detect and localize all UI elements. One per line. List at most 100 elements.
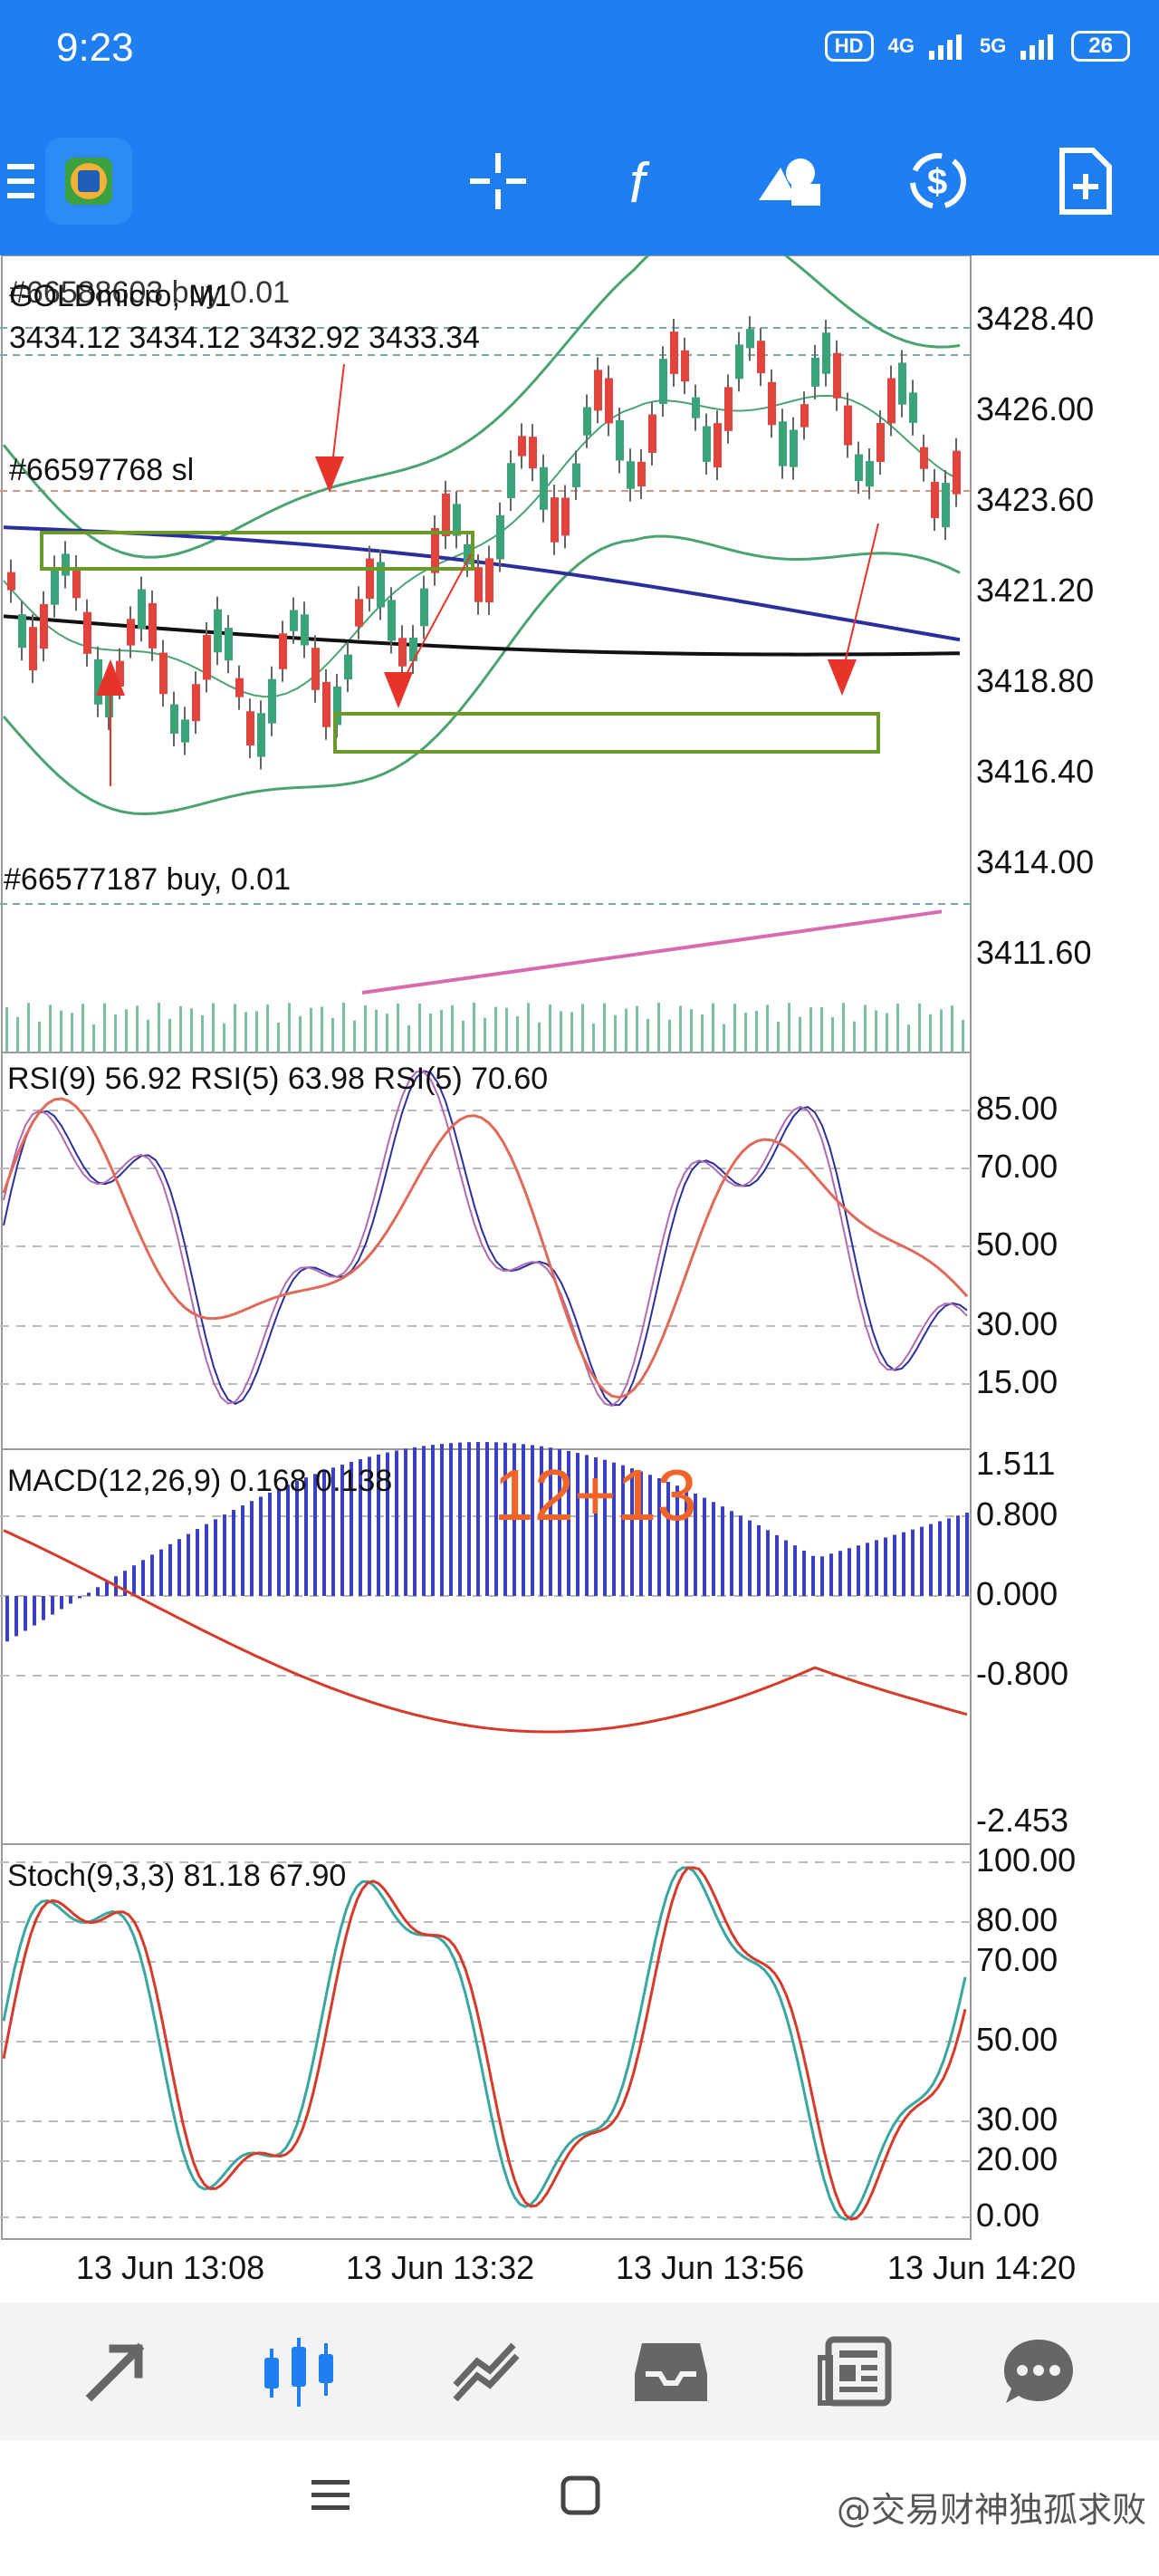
home-icon[interactable] <box>558 2473 603 2518</box>
candle-body <box>529 437 537 469</box>
macd-label-3: -0.800 <box>976 1655 1068 1692</box>
news-icon <box>818 2336 892 2407</box>
candle-body <box>203 635 211 680</box>
macd-bar <box>757 1524 761 1596</box>
macd-bar <box>259 1496 263 1596</box>
macd-label-0: 1.511 <box>976 1445 1055 1482</box>
candle-body <box>898 362 906 405</box>
candle-body <box>551 497 559 543</box>
macd-bar <box>621 1465 625 1596</box>
ma-blue <box>3 525 961 642</box>
chart-area[interactable]: GOLDmicro, M1 3434.12 3434.12 3432.92 34… <box>0 222 1159 2302</box>
candle-body <box>464 543 472 565</box>
menu-icon <box>7 164 34 198</box>
nav-history[interactable] <box>621 2322 721 2422</box>
candle-body <box>572 463 580 487</box>
macd-label-1: 0.800 <box>976 1495 1058 1533</box>
macd-bar <box>241 1505 244 1596</box>
volume-bar <box>288 1003 291 1053</box>
macd-bar <box>703 1497 706 1596</box>
candles-icon <box>264 2338 333 2407</box>
volume-bar <box>364 1004 367 1053</box>
volume-bar <box>853 1021 856 1053</box>
nav-quotes[interactable] <box>65 2322 165 2422</box>
arrow-down-1 <box>315 457 344 493</box>
new-order-button[interactable] <box>1041 138 1128 225</box>
volume-bar <box>310 1007 312 1053</box>
rsi-axis: 85.00 70.00 50.00 30.00 15.00 <box>976 1090 1058 1400</box>
macd-bar <box>775 1534 779 1596</box>
volume-bar <box>951 1005 953 1053</box>
nav-trade[interactable] <box>436 2322 536 2422</box>
macd-bar <box>304 1477 308 1596</box>
candle-body <box>105 678 113 718</box>
candle-body <box>714 423 722 468</box>
stoch-label-4: 30.00 <box>976 2100 1058 2138</box>
nav-messages[interactable] <box>989 2322 1088 2422</box>
macd-bar <box>78 1596 81 1599</box>
timeframe-button[interactable]: $ <box>895 138 982 225</box>
candle-body <box>703 426 711 462</box>
band-upper <box>2 222 961 559</box>
macd-bar <box>648 1475 652 1596</box>
candle-body <box>40 603 48 649</box>
macd-bar <box>612 1462 616 1596</box>
chart-canvas[interactable]: GOLDmicro, M1 3434.12 3434.12 3432.92 34… <box>0 222 1159 2302</box>
candle-body <box>953 450 961 495</box>
band-middle <box>3 394 961 698</box>
macd-bar <box>549 1447 552 1596</box>
macd-bar <box>87 1592 91 1596</box>
order-label-2: #66597768 sl <box>9 453 194 487</box>
candle-body <box>779 421 787 466</box>
macd-bar <box>820 1556 824 1596</box>
macd-bar <box>531 1445 534 1596</box>
macd-bar <box>875 1540 878 1596</box>
candle-body <box>518 436 526 457</box>
macd-bar <box>395 1450 398 1596</box>
crosshair-button[interactable] <box>455 138 541 225</box>
volume-bar <box>266 1004 269 1053</box>
menu-button[interactable] <box>0 138 60 225</box>
arrow-up-1 <box>96 659 125 696</box>
macd-bar <box>848 1548 851 1596</box>
macd-bar <box>141 1560 145 1596</box>
macd-bar <box>14 1596 18 1637</box>
price-label-6: 3414.00 <box>976 843 1094 880</box>
volume-bar <box>886 1013 888 1053</box>
macd-bar <box>223 1514 226 1596</box>
macd-bar <box>313 1474 317 1596</box>
nav-news[interactable] <box>806 2322 905 2422</box>
volume-bar <box>809 1007 812 1053</box>
nav-chart[interactable] <box>250 2322 350 2422</box>
recents-icon[interactable] <box>308 2473 353 2518</box>
volume-bar <box>277 1022 280 1053</box>
macd-bar <box>5 1596 9 1642</box>
volume-bar <box>625 1008 627 1053</box>
candle-body <box>670 332 678 374</box>
volume-bar <box>570 1012 573 1053</box>
signal-icon-2 <box>1020 34 1054 60</box>
rsi-lines <box>2 1070 969 1408</box>
app-logo-button[interactable] <box>45 138 132 225</box>
volume-bar <box>201 1014 204 1053</box>
volume-bar <box>255 1011 258 1053</box>
candle-body <box>170 704 178 734</box>
candle-body <box>7 572 15 591</box>
volume-bar <box>788 1003 790 1053</box>
candle-body <box>311 648 320 690</box>
macd-bar <box>196 1529 199 1596</box>
svg-text:$: $ <box>927 162 947 202</box>
objects-button[interactable] <box>748 138 835 225</box>
macd-bar <box>431 1445 435 1596</box>
macd-bar <box>159 1549 163 1596</box>
candle-body <box>605 378 613 424</box>
candle-body <box>790 429 798 467</box>
volume-bar <box>234 1004 236 1053</box>
volume-bar <box>418 1003 421 1053</box>
volume-bar <box>386 1014 388 1053</box>
volume-bar <box>733 1004 736 1053</box>
indicators-button[interactable]: f <box>601 138 688 225</box>
macd-bar <box>232 1510 235 1596</box>
macd-title: MACD(12,26,9) 0.168 0.138 <box>7 1464 392 1498</box>
candle-body <box>637 461 646 487</box>
